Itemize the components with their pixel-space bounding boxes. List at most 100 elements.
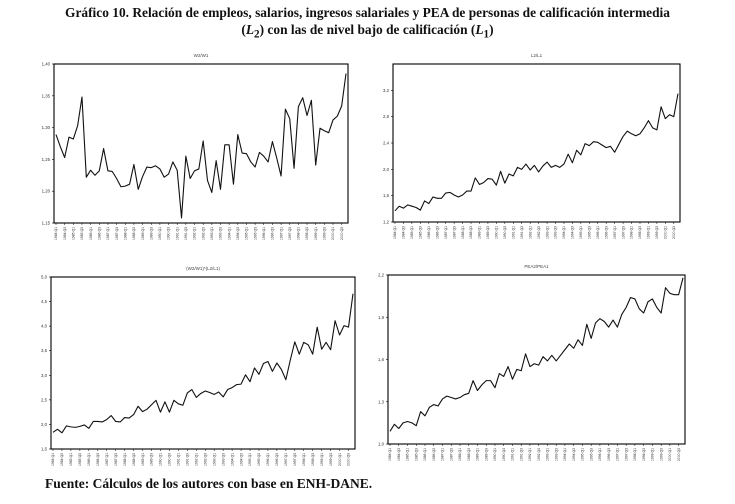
plot-frame: [387, 274, 686, 445]
x-tick-label: 1997 Q3: [624, 448, 628, 461]
x-tick-label: 1993 Q1: [546, 448, 550, 461]
x-tick-label: 1989 Q3: [484, 448, 488, 461]
series-line: [52, 293, 354, 434]
x-tick-label: 1999 Q1: [647, 226, 651, 239]
y-tick-label: 5,0: [41, 275, 48, 280]
x-tick-label: 1995 Q1: [581, 448, 585, 461]
x-tick-label: 1988 Q1: [123, 453, 127, 466]
x-tick-label: 1991 Q3: [186, 453, 190, 466]
x-tick-label: 2000 Q1: [668, 448, 672, 461]
x-tick-label: 1992 Q1: [194, 453, 198, 466]
x-tick-label: 1990 Q3: [503, 226, 507, 239]
x-tick-label: 2000 Q1: [338, 453, 342, 466]
x-tick-label: 1994 Q3: [572, 448, 576, 461]
x-tick-label: 1985 Q3: [80, 227, 84, 240]
x-tick-label: 1985 Q1: [406, 448, 410, 461]
x-tick-label: 1987 Q1: [106, 227, 110, 240]
chart-w-times-l: (W2/W1)*(L2/L1) 1,5 2,0 2,5 3,0 3,5 4,0 4,5 5,0 1…: [41, 266, 356, 466]
x-tick-label: 1997 Q1: [616, 448, 620, 461]
y-tick-label: 2,5: [41, 397, 48, 402]
x-tick-label: 1990 Q1: [158, 227, 162, 240]
x-tick-label: 1988 Q3: [467, 448, 471, 461]
x-tick-label: 1991 Q1: [175, 227, 179, 240]
x-tick-label: 1994 Q3: [571, 226, 575, 239]
x-tick-label: 1986 Q1: [423, 448, 427, 461]
title-subscript: 1: [483, 28, 490, 41]
x-tick-label: 2000 Q1: [331, 227, 335, 240]
x-tick-label: 1998 Q3: [305, 227, 309, 240]
x-tick-label: 2000 Q1: [664, 226, 668, 239]
x-tick-label: 1998 Q3: [638, 226, 642, 239]
x-tick-label: 1992 Q1: [528, 448, 532, 461]
x-tick-label: 1986 Q3: [432, 448, 436, 461]
title-text: ): [489, 22, 494, 37]
x-tick-label: 1993 Q3: [554, 226, 558, 239]
x-tick-label: 1997 Q3: [293, 453, 297, 466]
y-tick-label: 1,25: [42, 157, 51, 162]
y-tick-label: 2,0: [41, 422, 48, 427]
x-tick-label: 1991 Q1: [511, 226, 515, 239]
y-tick-label: 1,2: [383, 220, 390, 225]
x-tick-label: 1992 Q3: [201, 227, 205, 240]
x-tick-label: 1989 Q3: [150, 453, 154, 466]
y-tick-label: 4,5: [41, 299, 48, 304]
x-tick-label: 1988 Q3: [469, 226, 473, 239]
x-tick-label: 1993 Q1: [545, 226, 549, 239]
chart-title: W2/W1: [194, 53, 209, 58]
title-var-l: L: [475, 22, 484, 37]
x-tick-label: 1996 Q1: [262, 227, 266, 240]
x-tick-label: 1984 Q1: [51, 453, 55, 466]
x-tick-label: 1989 Q1: [141, 453, 145, 466]
x-tick-label: 1990 Q3: [167, 227, 171, 240]
x-tick-label: 1984 Q1: [54, 227, 58, 240]
x-tick-label: 1987 Q3: [452, 226, 456, 239]
title-var-l: L: [245, 22, 255, 37]
x-tick-label: 2000 Q3: [347, 453, 351, 466]
y-tick-label: 1,20: [42, 189, 51, 194]
x-tick-label: 1984 Q1: [388, 448, 392, 461]
x-tick-label: 1984 Q3: [402, 226, 406, 239]
x-tick-label: 1984 Q3: [63, 227, 67, 240]
x-tick-label: 1986 Q3: [97, 227, 101, 240]
x-tick-label: 2000 Q3: [672, 226, 676, 239]
x-tick-label: 1995 Q1: [245, 227, 249, 240]
x-tick-label: 1991 Q1: [511, 448, 515, 461]
y-tick-label: 2,4: [383, 141, 390, 146]
x-tick-label: 1994 Q1: [230, 453, 234, 466]
chart-w2-w1: W2/W1 1,15 1,20 1,25 1,30 1,35 1,40 1984 Q1 1984…: [42, 53, 349, 240]
x-tick-label: 1999 Q3: [323, 227, 327, 240]
y-tick-label: 3,0: [41, 373, 48, 378]
x-tick-label: 2000 Q3: [340, 227, 344, 240]
x-tick-label: 1998 Q3: [642, 448, 646, 461]
x-tick-label: 1993 Q1: [210, 227, 214, 240]
x-tick-label: 1994 Q3: [239, 453, 243, 466]
y-tick-label: 1,35: [42, 93, 51, 98]
plot-frame: [50, 276, 356, 450]
x-tick-label: 1996 Q3: [275, 453, 279, 466]
x-tick-label: 1989 Q1: [478, 226, 482, 239]
x-tick-label: 1985 Q3: [78, 453, 82, 466]
x-tick-label: 1992 Q1: [528, 226, 532, 239]
x-tick-label: 1987 Q3: [114, 453, 118, 466]
chart-title: (W2/W1)*(L2/L1): [186, 266, 220, 271]
x-tick-label: 1997 Q1: [284, 453, 288, 466]
x-tick-label: 1998 Q1: [297, 227, 301, 240]
x-tick-label: 1986 Q1: [87, 453, 91, 466]
x-tick-label: 1990 Q3: [502, 448, 506, 461]
x-tick-label: 1990 Q1: [495, 226, 499, 239]
x-tick-label: 1990 Q1: [493, 448, 497, 461]
x-tick-label: 1995 Q3: [589, 448, 593, 461]
x-tick-label: 1997 Q1: [279, 227, 283, 240]
y-tick-label: 1,15: [42, 221, 51, 226]
x-tick-label: 1995 Q3: [257, 453, 261, 466]
x-tick-label: 1997 Q3: [621, 226, 625, 239]
x-tick-label: 1989 Q1: [141, 227, 145, 240]
x-tick-label: 2000 Q3: [677, 448, 681, 461]
chart-title: PEA2/PEA1: [524, 264, 549, 269]
x-tick-label: 1986 Q1: [89, 227, 93, 240]
x-tick-label: 1997 Q1: [613, 226, 617, 239]
x-tick-label: 1989 Q3: [149, 227, 153, 240]
x-tick-label: 1992 Q1: [193, 227, 197, 240]
x-tick-label: 1991 Q3: [520, 226, 524, 239]
y-tick-label: 1,30: [42, 125, 51, 130]
